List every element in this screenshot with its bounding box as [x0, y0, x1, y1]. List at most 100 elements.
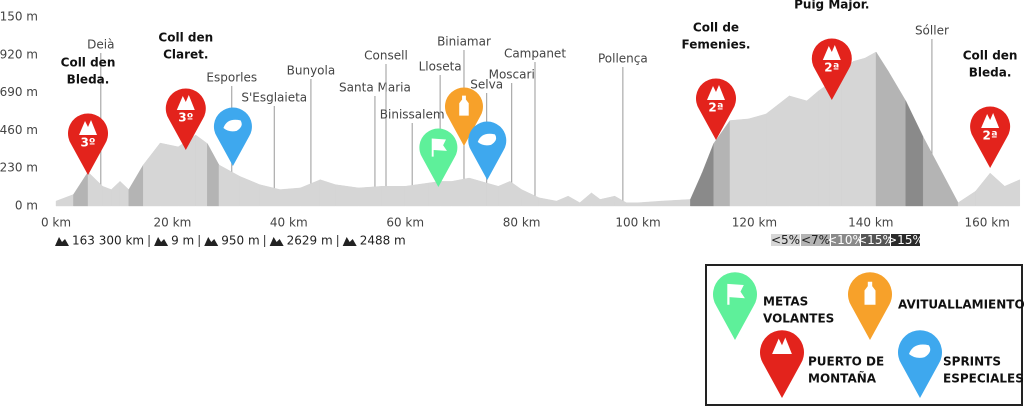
x-tick-label: 0 km: [41, 216, 71, 230]
pin-icon: [909, 344, 931, 358]
climb-name: Puig Major.: [794, 0, 869, 12]
legend-pin: [760, 330, 805, 398]
stat-icon: [342, 237, 357, 246]
x-tick-label: 140 km: [848, 216, 893, 230]
pin-icon: [477, 133, 497, 146]
legend-label: METAS: [763, 295, 808, 309]
profile-segment: [218, 164, 241, 207]
profile-segment: [626, 202, 639, 207]
pin-icon: [706, 85, 725, 100]
pin-icon: [459, 95, 469, 116]
profile-segment: [765, 95, 790, 207]
climb-category: 2ª: [824, 61, 839, 75]
pin-icon: [431, 138, 447, 157]
profile-segment: [469, 177, 487, 207]
x-tick-label: 80 km: [503, 216, 541, 230]
profile-segment: [661, 199, 691, 207]
climb-name: Bleda.: [67, 73, 110, 87]
place-label: Esporles: [206, 71, 257, 85]
profile-segment: [498, 181, 511, 207]
profile-segment: [300, 179, 321, 207]
pin-icon: [822, 45, 841, 60]
slope-label: >15%: [887, 233, 924, 247]
y-tick-label: 230 m: [0, 161, 38, 175]
place-label: Moscari: [489, 68, 535, 82]
profile-segment: [957, 190, 976, 207]
pin-icon: [772, 337, 792, 354]
profile-segment: [405, 182, 429, 207]
pin-icon: [176, 95, 195, 110]
profile-segment: [239, 176, 260, 207]
route-marker: [444, 87, 483, 146]
legend-label: SPRINTS: [943, 355, 1001, 369]
pin-body: [444, 87, 483, 146]
profile-segment: [1004, 179, 1020, 207]
pin-icon: [981, 113, 1000, 128]
stat-icon: [204, 237, 219, 246]
stat-value: 2629 m: [287, 234, 333, 248]
legend-pin: [898, 330, 943, 398]
climb-name: Coll den: [963, 49, 1018, 63]
pin-body: [848, 272, 893, 340]
climb-category: 3º: [80, 136, 95, 150]
place-label: Lloseta: [419, 60, 462, 74]
profile-segment: [591, 192, 601, 207]
climb-marker: 3º: [68, 113, 109, 175]
slope-swatch: [891, 234, 920, 246]
pin-body: [811, 38, 852, 100]
profile-segment: [55, 194, 74, 207]
climb-marker: 3º: [165, 88, 206, 150]
profile-segment: [864, 51, 877, 207]
profile-segment: [975, 172, 991, 207]
pin-body: [898, 330, 943, 398]
profile-segment: [128, 164, 144, 207]
profile-segment: [320, 179, 336, 207]
y-tick-label: 460 m: [0, 123, 38, 137]
profile-segment: [989, 172, 1005, 207]
profile-segment: [806, 90, 819, 207]
legend-pin: [713, 272, 757, 340]
profile-segment: [701, 143, 714, 207]
stat-value: 163 300 km: [72, 234, 144, 248]
profile-segment: [358, 186, 383, 207]
profile-segment: [279, 187, 301, 207]
profile-segment: [853, 57, 866, 207]
pin-body: [419, 128, 458, 187]
profile-segment: [579, 192, 592, 207]
profile-segment: [486, 182, 499, 207]
profile-segment: [556, 195, 569, 207]
profile-segment: [259, 184, 281, 207]
place-label: Deià: [87, 38, 114, 52]
stat-value: 2488 m: [360, 234, 406, 248]
pin-icon: [79, 120, 98, 135]
stat-icon: [269, 237, 284, 246]
route-marker: [419, 128, 458, 187]
climb-category: 3º: [178, 111, 193, 125]
climb-category: 2ª: [708, 101, 723, 115]
profile-segment: [729, 118, 749, 207]
climb-name: Coll den: [158, 31, 213, 45]
profile-segment: [521, 189, 540, 207]
profile-segment: [143, 142, 161, 207]
profile-segment: [335, 184, 359, 207]
x-tick-label: 100 km: [615, 216, 660, 230]
slope-label: <7%: [801, 233, 830, 247]
x-tick-label: 20 km: [154, 216, 192, 230]
pin-body: [468, 121, 507, 180]
profile-segment: [207, 143, 220, 207]
pin-body: [213, 107, 252, 166]
slope-label: <5%: [771, 233, 800, 247]
profile-segment: [119, 180, 129, 207]
slope-swatch: [831, 234, 860, 246]
climb-category: 2ª: [983, 129, 998, 143]
place-label: Pollença: [598, 52, 648, 66]
profile-segment: [748, 113, 767, 207]
place-label: Biniamar: [437, 35, 491, 49]
slope-label: <15%: [857, 233, 894, 247]
profile-segment: [159, 142, 179, 207]
climb-name: Coll den: [61, 56, 116, 70]
profile-segment: [73, 171, 89, 207]
pin-icon: [727, 283, 745, 305]
profile-segment: [567, 195, 581, 207]
x-tick-label: 60 km: [386, 216, 424, 230]
